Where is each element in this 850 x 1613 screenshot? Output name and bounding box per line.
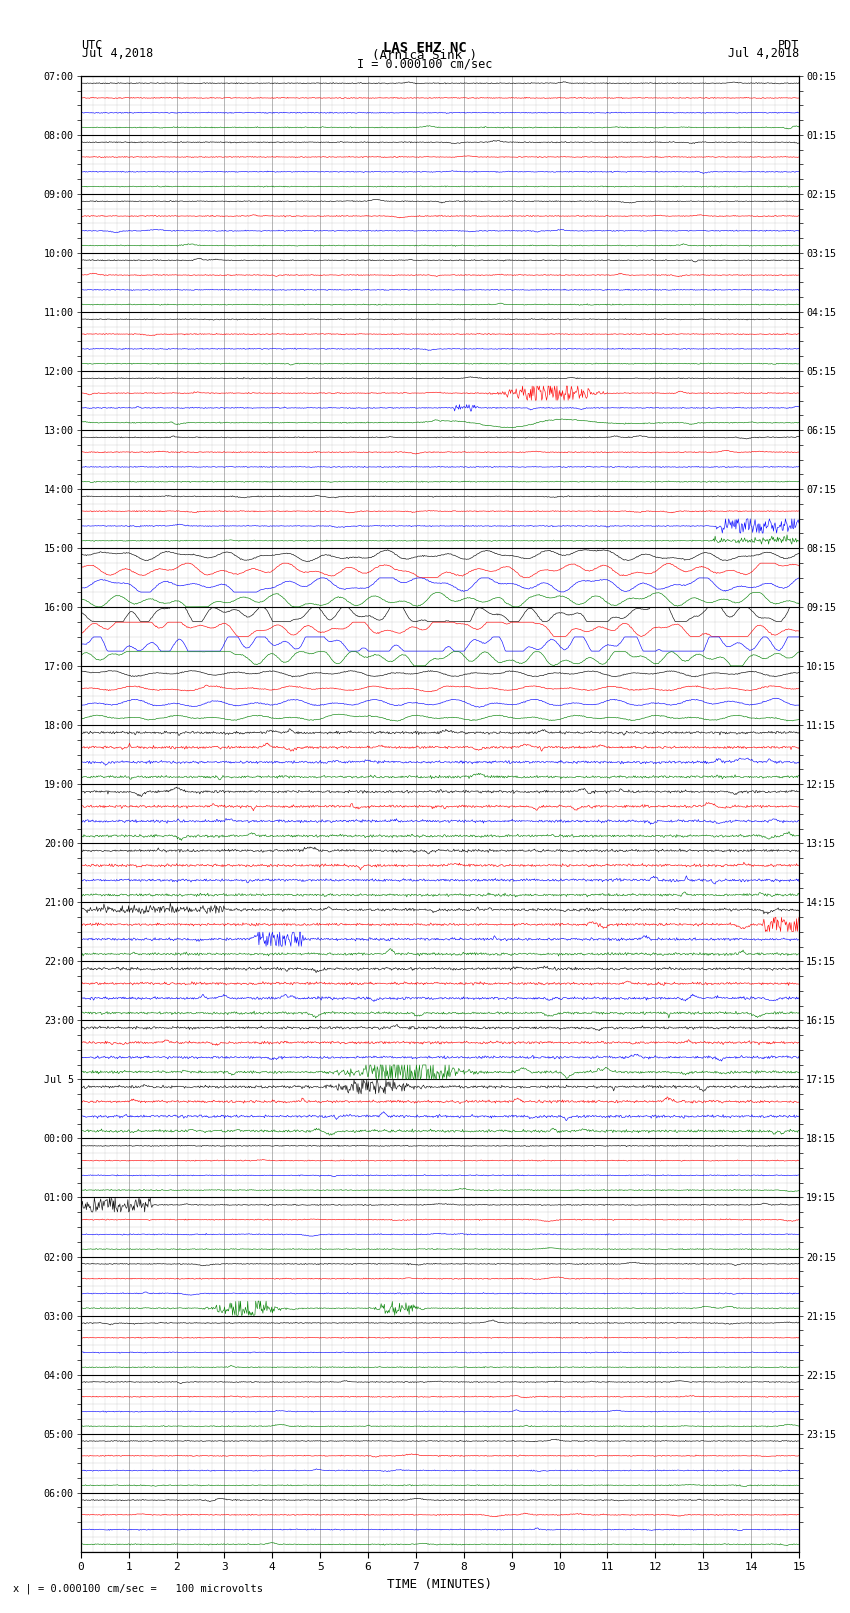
Text: I = 0.000100 cm/sec: I = 0.000100 cm/sec	[357, 56, 493, 71]
Text: PDT: PDT	[778, 39, 799, 52]
Text: UTC: UTC	[82, 39, 103, 52]
X-axis label: TIME (MINUTES): TIME (MINUTES)	[388, 1578, 492, 1590]
Text: LAS EHZ NC: LAS EHZ NC	[383, 40, 467, 55]
Text: Jul 4,2018: Jul 4,2018	[728, 47, 799, 60]
Text: (Arnica Sink ): (Arnica Sink )	[372, 48, 478, 63]
Text: x | = 0.000100 cm/sec =   100 microvolts: x | = 0.000100 cm/sec = 100 microvolts	[13, 1584, 263, 1594]
Text: Jul 4,2018: Jul 4,2018	[82, 47, 153, 60]
